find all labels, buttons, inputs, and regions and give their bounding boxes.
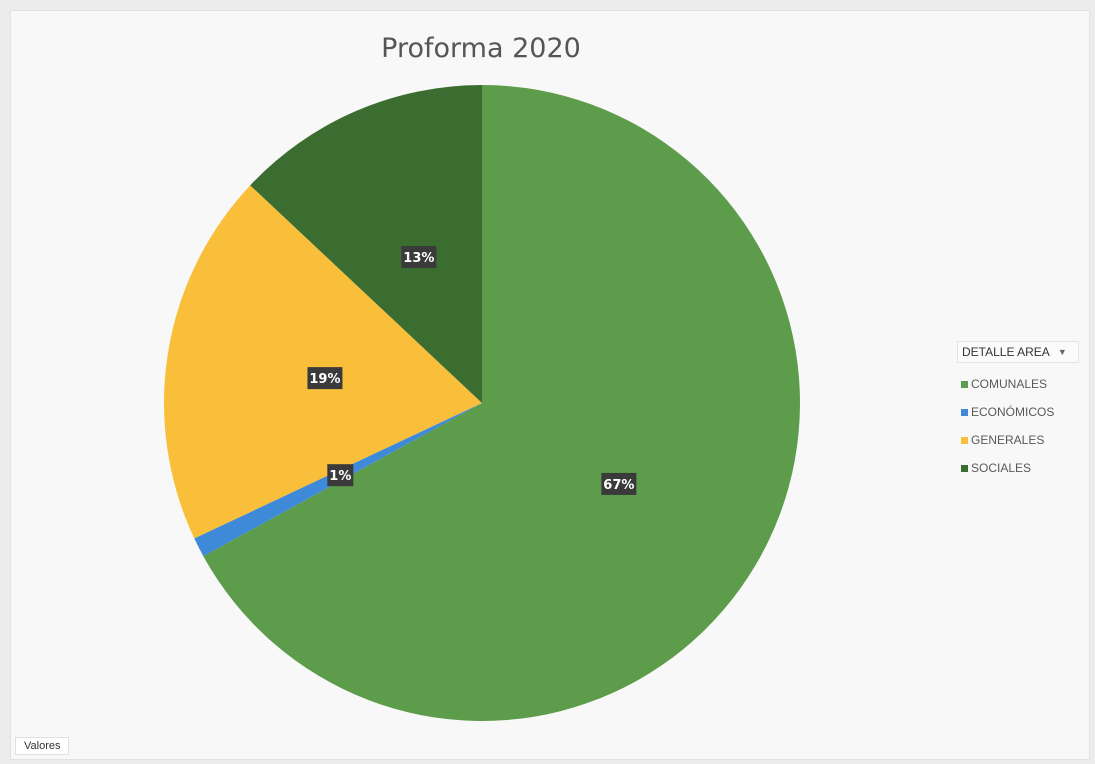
legend-swatch <box>961 436 968 444</box>
pie-slice-comunales[interactable] <box>203 85 800 722</box>
chart-area: Proforma 2020 67% 1% 19% 13% DETALLE AREA ▼… <box>10 10 1090 760</box>
values-field-button[interactable]: Valores <box>15 737 70 755</box>
data-label-text: 1% <box>329 469 351 484</box>
legend-swatch <box>961 380 968 388</box>
legend-item-economicos: ECONÓMICOS <box>957 405 1087 419</box>
legend-swatch <box>961 464 968 472</box>
legend-item-comunales: COMUNALES <box>957 377 1087 391</box>
pie-chart: 67% 1% 19% 13% <box>164 85 800 722</box>
pie-slice-sociales[interactable] <box>250 85 482 403</box>
legend-title: DETALLE AREA <box>962 345 1050 359</box>
data-label: 1% <box>327 464 354 487</box>
legend-item-generales: GENERALES <box>957 433 1087 447</box>
pie-slice-generales[interactable] <box>164 185 483 539</box>
data-label: 13% <box>401 246 437 269</box>
data-label: 67% <box>601 472 637 495</box>
chevron-down-icon: ▼ <box>1057 347 1067 357</box>
legend-item-sociales: SOCIALES <box>957 461 1087 475</box>
data-label-text: 13% <box>403 251 434 266</box>
legend: DETALLE AREA ▼ COMUNALES ECONÓMICOS GENE… <box>957 341 1087 475</box>
chart-title: Proforma 2020 <box>381 33 581 64</box>
legend-filter-button[interactable]: DETALLE AREA ▼ <box>957 341 1079 363</box>
data-label: 19% <box>307 367 343 390</box>
data-label-text: 67% <box>603 478 634 493</box>
data-label-text: 19% <box>309 372 340 387</box>
legend-swatch <box>961 408 968 416</box>
